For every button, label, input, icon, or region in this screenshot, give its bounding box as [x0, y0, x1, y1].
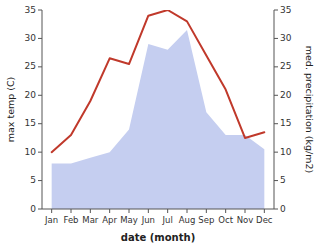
y-tick-label: 0 [30, 204, 36, 214]
x-tick-label: Oct [218, 215, 233, 225]
y-tick-label: 10 [25, 147, 37, 157]
x-axis-line [42, 209, 274, 210]
y-tick [38, 95, 42, 96]
y2-tick-label: 0 [280, 204, 286, 214]
x-tick-label: May [120, 215, 138, 225]
y2-tick [274, 10, 278, 11]
x-tick [148, 209, 149, 213]
x-tick-label: Nov [237, 215, 254, 225]
y2-tick [274, 152, 278, 153]
y-tick [38, 66, 42, 67]
y2-tick [274, 180, 278, 181]
y-axis-label: max temp (C) [5, 77, 16, 143]
plot-area [52, 10, 265, 209]
x-tick [129, 209, 130, 213]
y2-tick-label: 5 [280, 175, 286, 185]
x-tick-label: Dec [256, 215, 273, 225]
y-tick [38, 10, 42, 11]
x-tick [109, 209, 110, 213]
y2-tick-label: 35 [280, 5, 291, 15]
y2-tick-label: 30 [280, 33, 292, 43]
x-tick [90, 209, 91, 213]
y2-axis-line [274, 10, 275, 209]
y-tick-label: 15 [25, 118, 36, 128]
chart: 0 5 10 15 20 25 30 35 0 5 10 15 20 25 30 35 Jan Feb MarApr… [0, 0, 318, 247]
x-tick [264, 209, 265, 213]
x-tick [206, 209, 207, 213]
x-tick-label: Apr [102, 215, 117, 225]
x-tick-label: Sep [198, 215, 214, 225]
y-axis-line [42, 10, 43, 209]
y2-tick-label: 15 [280, 118, 291, 128]
x-tick-label: Jun [141, 215, 155, 225]
x-tick [245, 209, 246, 213]
y2-tick [274, 66, 278, 67]
y2-axis-label: med. precipitation (kg/m2) [304, 46, 315, 173]
x-tick [187, 209, 188, 213]
y-tick [38, 152, 42, 153]
y-tick-label: 30 [25, 33, 37, 43]
x-tick [51, 209, 52, 213]
x-tick [225, 209, 226, 213]
y-tick-label: 5 [30, 175, 36, 185]
y-tick [38, 123, 42, 124]
temperature-line [52, 10, 265, 152]
y2-tick [274, 95, 278, 96]
y-tick [38, 38, 42, 39]
y2-tick [274, 123, 278, 124]
y2-tick-label: 20 [280, 90, 292, 100]
y2-tick-label: 10 [280, 147, 292, 157]
y-tick-label: 25 [25, 61, 36, 71]
x-tick-label: Feb [63, 215, 78, 225]
y-tick [38, 180, 42, 181]
x-tick [167, 209, 168, 213]
x-axis-label: date (month) [121, 232, 195, 243]
x-tick [71, 209, 72, 213]
x-tick-label: Jul [162, 215, 173, 225]
y-tick-label: 35 [25, 5, 36, 15]
y2-tick [274, 209, 278, 210]
y-tick-label: 20 [25, 90, 37, 100]
x-tick-label: Mar [82, 215, 99, 225]
x-tick-label: Aug [179, 215, 196, 225]
y-tick [38, 209, 42, 210]
precipitation-area [52, 30, 265, 209]
y2-tick [274, 38, 278, 39]
x-tick-label: Jan [44, 215, 58, 225]
y2-tick-label: 25 [280, 61, 291, 71]
